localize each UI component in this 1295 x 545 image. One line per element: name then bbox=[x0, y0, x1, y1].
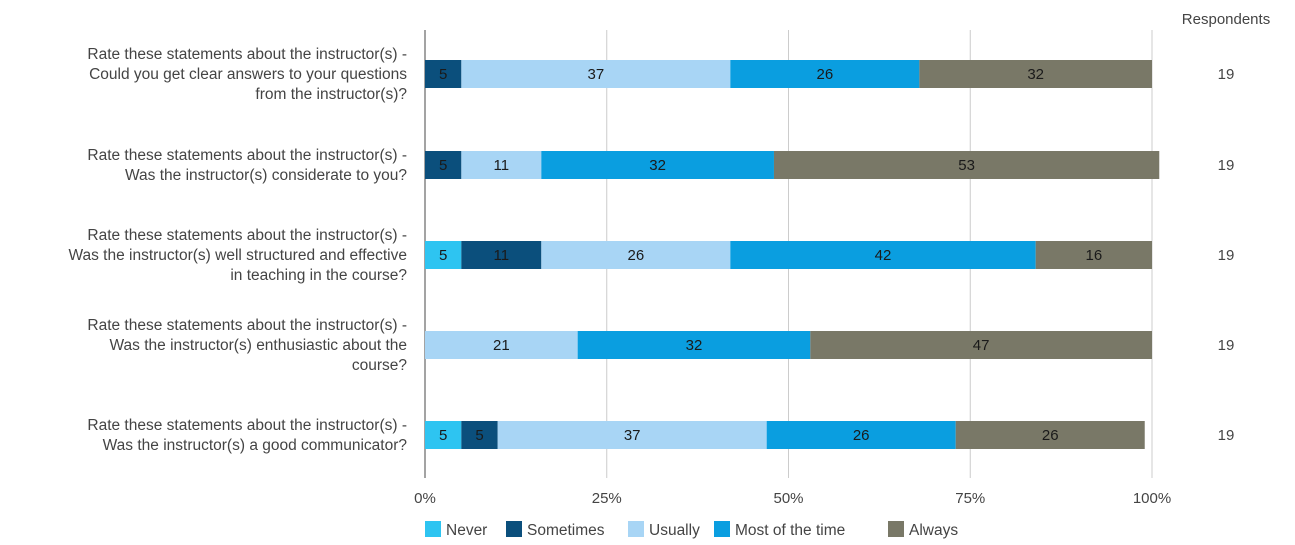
data-label: 53 bbox=[958, 157, 975, 174]
category-label: Was the instructor(s) a good communicato… bbox=[103, 437, 408, 454]
legend-label: Always bbox=[909, 522, 958, 539]
data-label: 37 bbox=[624, 427, 641, 444]
legend-label: Never bbox=[446, 522, 487, 539]
legend: Never Sometimes Usually Most of the time Alw… bbox=[425, 521, 958, 539]
bar-segment bbox=[730, 241, 1036, 269]
legend-swatch bbox=[425, 521, 441, 537]
x-axis-ticks: 0% 25% 50% 75% 100% bbox=[414, 490, 1171, 507]
data-label: 32 bbox=[649, 157, 666, 174]
x-tick-label: 75% bbox=[955, 490, 985, 507]
data-label: 47 bbox=[973, 337, 990, 354]
respondents-header: Respondents bbox=[1182, 11, 1270, 28]
bar-segment bbox=[773, 151, 1160, 179]
legend-label: Sometimes bbox=[527, 522, 605, 539]
category-label: Rate these statements about the instruct… bbox=[87, 417, 407, 434]
category-label: Rate these statements about the instruct… bbox=[87, 147, 407, 164]
bar-segment bbox=[461, 241, 542, 269]
data-label: 11 bbox=[494, 157, 510, 174]
data-label: 21 bbox=[493, 337, 510, 354]
data-label: 5 bbox=[439, 66, 447, 83]
bar-segment bbox=[730, 60, 920, 88]
bar-segment bbox=[541, 151, 774, 179]
bar-segment bbox=[919, 60, 1152, 88]
respondents-count: 19 bbox=[1218, 66, 1235, 83]
data-label: 42 bbox=[875, 247, 892, 264]
category-label: in teaching in the course? bbox=[230, 267, 407, 284]
data-label: 32 bbox=[686, 337, 703, 354]
x-tick-label: 100% bbox=[1133, 490, 1171, 507]
respondents-count: 19 bbox=[1218, 247, 1235, 264]
legend-swatch bbox=[888, 521, 904, 537]
category-label: Was the instructor(s) considerate to you… bbox=[125, 167, 407, 184]
bar-segment bbox=[425, 241, 462, 269]
respondents-column: 19 19 19 19 19 bbox=[1218, 66, 1235, 444]
bar-segment bbox=[497, 421, 767, 449]
bar-segment bbox=[810, 331, 1152, 359]
question-labels: Rate these statements about the instruct… bbox=[68, 46, 407, 454]
category-label: Could you get clear answers to your ques… bbox=[89, 66, 407, 83]
bar-segment bbox=[425, 421, 462, 449]
x-tick-label: 0% bbox=[414, 490, 436, 507]
bar-segment bbox=[461, 60, 731, 88]
category-label: Rate these statements about the instruct… bbox=[87, 227, 407, 244]
x-tick-label: 25% bbox=[592, 490, 622, 507]
category-label: Was the instructor(s) well structured an… bbox=[68, 247, 407, 264]
data-label: 26 bbox=[817, 66, 834, 83]
bar-segment bbox=[541, 241, 731, 269]
data-label: 26 bbox=[627, 247, 644, 264]
category-label: course? bbox=[352, 357, 408, 374]
legend-swatch bbox=[506, 521, 522, 537]
data-label: 11 bbox=[494, 247, 510, 264]
bar-segment bbox=[461, 151, 542, 179]
bar-segment bbox=[766, 421, 956, 449]
bar-segment bbox=[425, 60, 462, 88]
x-tick-label: 50% bbox=[773, 490, 803, 507]
legend-label: Most of the time bbox=[735, 522, 845, 539]
data-label: 5 bbox=[439, 247, 447, 264]
bar-segment bbox=[425, 331, 578, 359]
respondents-count: 19 bbox=[1218, 427, 1235, 444]
bar-segment bbox=[461, 421, 498, 449]
data-label: 37 bbox=[588, 66, 605, 83]
category-label: Was the instructor(s) enthusiastic about… bbox=[109, 337, 407, 354]
bars: 5 37 26 32 5 11 32 53 5 11 26 42 16 21 32 47 5 5 37 26 26 bbox=[425, 60, 1160, 449]
data-label: 32 bbox=[1027, 66, 1044, 83]
data-label: 5 bbox=[439, 157, 447, 174]
legend-swatch bbox=[628, 521, 644, 537]
respondents-count: 19 bbox=[1218, 157, 1235, 174]
category-label: from the instructor(s)? bbox=[255, 86, 407, 103]
data-label: 5 bbox=[439, 427, 447, 444]
bar-segment bbox=[1035, 241, 1152, 269]
data-label: 26 bbox=[1042, 427, 1059, 444]
data-label: 16 bbox=[1085, 247, 1102, 264]
respondents-count: 19 bbox=[1218, 337, 1235, 354]
data-label: 26 bbox=[853, 427, 870, 444]
bar-segment bbox=[425, 151, 462, 179]
bar-segment bbox=[577, 331, 811, 359]
bar-segment bbox=[955, 421, 1145, 449]
legend-swatch bbox=[714, 521, 730, 537]
data-label: 5 bbox=[475, 427, 483, 444]
category-label: Rate these statements about the instruct… bbox=[87, 46, 407, 63]
legend-label: Usually bbox=[649, 522, 700, 539]
category-label: Rate these statements about the instruct… bbox=[87, 317, 407, 334]
